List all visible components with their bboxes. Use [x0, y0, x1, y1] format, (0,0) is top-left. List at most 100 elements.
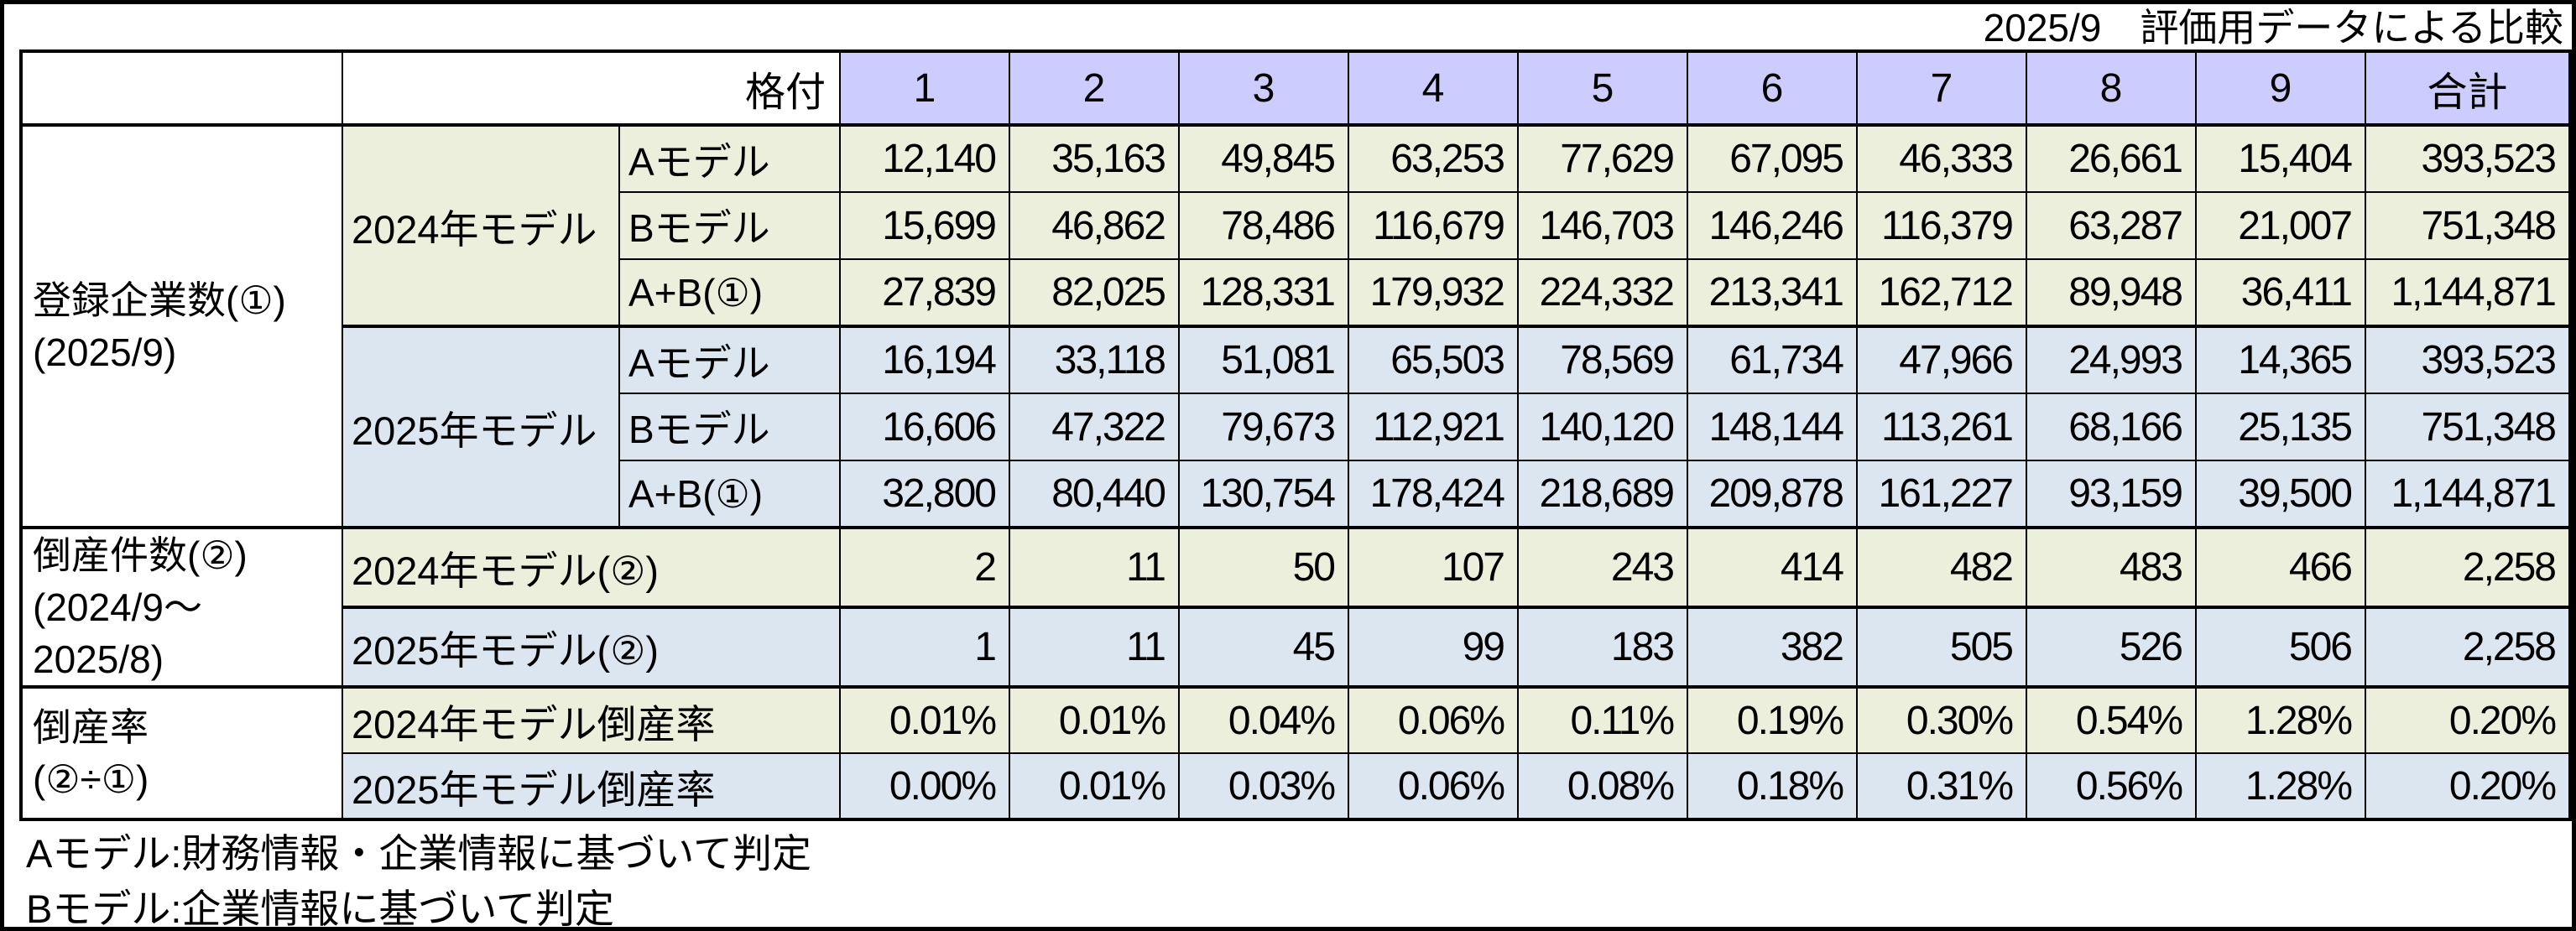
data-cell: 16,606 [839, 393, 1010, 461]
model-row-label: Aモデル [618, 325, 841, 394]
rate-row-label-2025: 2025年モデル倒産率 [342, 752, 841, 820]
data-cell: 46,862 [1009, 191, 1180, 260]
data-cell: 506 [2195, 606, 2366, 688]
data-cell: 35,163 [1009, 124, 1180, 193]
total-header: 合計 [2365, 50, 2571, 127]
data-cell: 161,227 [1856, 460, 2027, 528]
rating-col-header-6: 6 [1687, 50, 1858, 127]
data-cell: 0.04% [1178, 685, 1349, 754]
rating-col-header-9: 9 [2195, 50, 2366, 127]
table-row: 倒産率 (②÷①) 2024年モデル倒産率 0.01% 0.01% 0.04% … [20, 685, 2571, 820]
data-cell: 61,734 [1687, 325, 1858, 394]
data-cell: 224,332 [1517, 258, 1688, 327]
table-row: Bモデル 15,699 46,862 78,486 116,679 146,70… [21, 191, 2571, 260]
data-cell: 1 [839, 606, 1010, 688]
data-cell: 26,661 [2026, 124, 2197, 193]
data-cell: 77,629 [1517, 124, 1688, 193]
data-cell: 146,703 [1517, 191, 1688, 260]
table-row: A+B(①) 27,839 82,025 128,331 179,932 224… [21, 258, 2571, 327]
data-cell: 140,120 [1517, 393, 1688, 461]
table-row: 2025年モデル倒産率 0.00% 0.01% 0.03% 0.06% 0.08… [21, 752, 2571, 820]
model-row-label: A+B(①) [618, 258, 841, 327]
data-cell: 11 [1009, 526, 1180, 608]
data-cell: 179,932 [1348, 258, 1519, 327]
data-cell: 0.08% [1517, 752, 1688, 820]
model-row-label: Bモデル [618, 393, 841, 461]
data-cell: 243 [1517, 526, 1688, 608]
rating-col-header-8: 8 [2026, 50, 2197, 127]
data-cell: 162,712 [1856, 258, 2027, 327]
data-cell: 116,679 [1348, 191, 1519, 260]
data-cell: 0.11% [1517, 685, 1688, 754]
row-group-label-rate: 倒産率 (②÷①) [20, 685, 343, 820]
data-cell: 0.31% [1856, 752, 2027, 820]
data-cell: 107 [1348, 526, 1519, 608]
data-cell: 11 [1009, 606, 1180, 688]
rating-col-header-7: 7 [1856, 50, 2027, 127]
total-cell: 2,258 [2365, 526, 2571, 608]
rating-col-header-4: 4 [1348, 50, 1519, 127]
data-cell: 0.06% [1348, 685, 1519, 754]
data-cell: 1.28% [2195, 752, 2366, 820]
data-cell: 146,246 [1687, 191, 1858, 260]
rate-label: 倒産率 [33, 705, 149, 749]
data-cell: 0.01% [1009, 685, 1180, 754]
data-cell: 80,440 [1009, 460, 1180, 528]
data-cell: 505 [1856, 606, 2027, 688]
data-cell: 0.01% [839, 685, 1010, 754]
rating-col-header-5: 5 [1517, 50, 1688, 127]
data-cell: 15,404 [2195, 124, 2366, 193]
table-row: 倒産件数(②) (2024/9～ 2025/8) 2024年モデル(②) 2 1… [20, 526, 2571, 688]
data-cell: 32,800 [839, 460, 1010, 528]
data-cell: 0.56% [2026, 752, 2197, 820]
data-cell: 78,486 [1178, 191, 1349, 260]
rating-header-cell: 格付 [342, 50, 841, 127]
data-cell: 0.06% [1348, 752, 1519, 820]
comparison-table: 格付 1 2 3 4 5 6 7 8 9 合計 登録企業数(①) (2025/9… [19, 49, 2572, 821]
data-cell: 414 [1687, 526, 1858, 608]
model-row-label: Bモデル [618, 191, 841, 260]
note-b-model: Bモデル:企業情報に基づいて判定 [26, 887, 614, 931]
data-cell: 218,689 [1517, 460, 1688, 528]
table-row: 2025年モデル Aモデル 16,194 33,118 51,081 65,50… [21, 325, 2571, 528]
rating-col-header-3: 3 [1178, 50, 1349, 127]
data-cell: 99 [1348, 606, 1519, 688]
data-cell: 16,194 [839, 325, 1010, 394]
data-cell: 0.03% [1178, 752, 1349, 820]
bankruptcy-row-label-2025: 2025年モデル(②) [342, 606, 841, 688]
data-cell: 1.28% [2195, 685, 2366, 754]
rate-sublabel: (②÷①) [33, 757, 149, 801]
table-row: Bモデル 16,606 47,322 79,673 112,921 140,12… [21, 393, 2571, 461]
data-cell: 82,025 [1009, 258, 1180, 327]
table-row: 登録企業数(①) (2025/9) 2024年モデル Aモデル 12,140 3… [20, 124, 2571, 528]
data-cell: 21,007 [2195, 191, 2366, 260]
data-cell: 78,569 [1517, 325, 1688, 394]
registration-label: 登録企業数(①) [33, 278, 286, 322]
data-cell: 483 [2026, 526, 2197, 608]
data-cell: 65,503 [1348, 325, 1519, 394]
total-cell: 751,348 [2365, 191, 2571, 260]
row-group-label-bankruptcy: 倒産件数(②) (2024/9～ 2025/8) [20, 526, 343, 688]
data-cell: 33,118 [1009, 325, 1180, 394]
data-cell: 50 [1178, 526, 1349, 608]
data-cell: 47,966 [1856, 325, 2027, 394]
model-row-label: A+B(①) [618, 460, 841, 528]
data-cell: 68,166 [2026, 393, 2197, 461]
data-cell: 113,261 [1856, 393, 2027, 461]
data-cell: 63,253 [1348, 124, 1519, 193]
data-cell: 112,921 [1348, 393, 1519, 461]
data-cell: 24,993 [2026, 325, 2197, 394]
data-cell: 382 [1687, 606, 1858, 688]
data-cell: 47,322 [1009, 393, 1180, 461]
data-cell: 12,140 [839, 124, 1010, 193]
data-cell: 27,839 [839, 258, 1010, 327]
total-cell: 0.20% [2365, 752, 2571, 820]
total-cell: 1,144,871 [2365, 258, 2571, 327]
note-a-model: Aモデル:財務情報・企業情報に基づいて判定 [26, 831, 811, 876]
data-cell: 49,845 [1178, 124, 1349, 193]
data-cell: 183 [1517, 606, 1688, 688]
data-cell: 213,341 [1687, 258, 1858, 327]
table-row: 2025年モデル(②) 1 11 45 99 183 382 505 526 5… [21, 606, 2571, 688]
row-group-label-registration: 登録企業数(①) (2025/9) [20, 124, 343, 528]
